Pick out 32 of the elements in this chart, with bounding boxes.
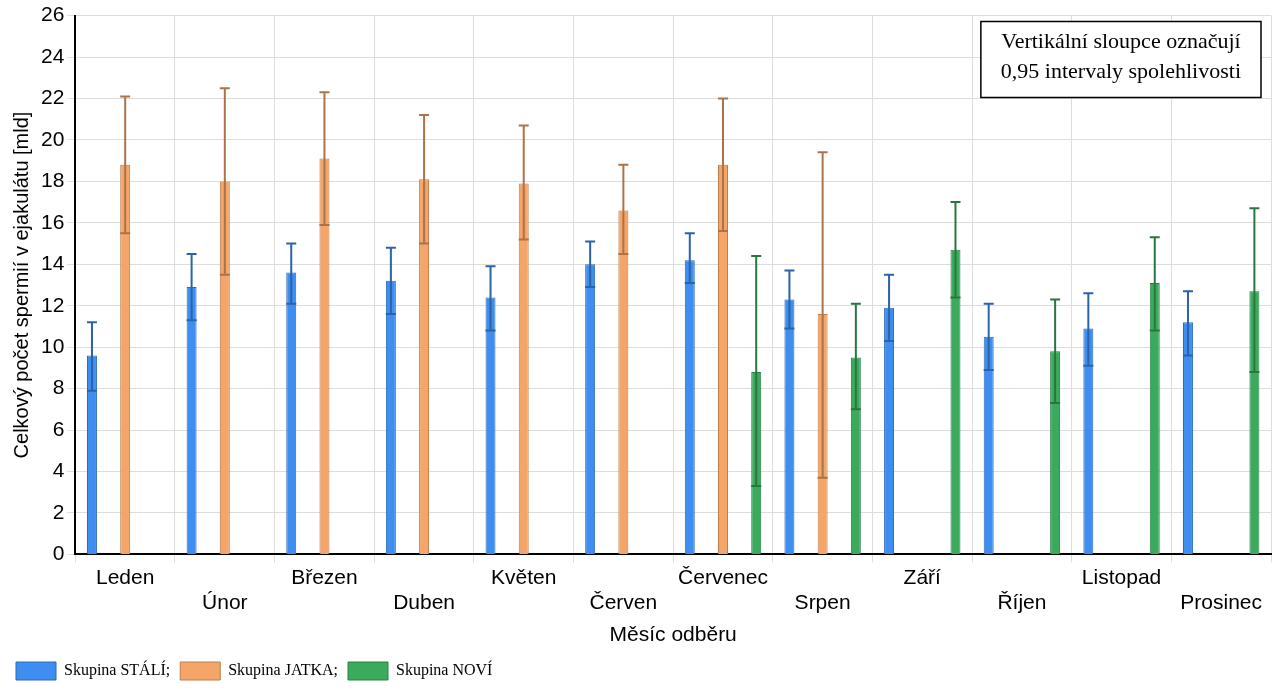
x-tick-label: Červenec [678,564,768,588]
x-tick-label: Prosinec [1180,590,1263,613]
x-tick-label: Září [903,564,942,588]
y-tick-label: 14 [41,251,65,275]
x-tick-label: Duben [393,590,456,613]
y-tick-label: 22 [41,85,65,109]
x-tick-label: Leden [95,564,155,588]
y-tick-label: 8 [52,375,65,399]
y-tick-label: 4 [52,458,65,482]
legend-label: Skupina JATKA; [228,661,338,680]
legend-label: Skupina STÁLÍ; [64,660,171,680]
y-tick-label: 6 [52,416,65,440]
x-tick-label: Říjen [997,590,1047,613]
x-tick-label: Únor [202,590,248,613]
x-axis-title: Měsíc odběru [609,622,737,646]
annotation: Vertikální sloupce označují 0,95 intervaly spolehlivosti [1000,28,1242,84]
y-tick-label: 18 [41,168,65,192]
y-axis-title: Celkový počet spermií v ejakulátu [mld] [9,111,32,459]
legend-label: Skupina NOVÍ [396,660,493,680]
y-tick-label: 12 [41,292,65,316]
x-tick-label: Srpen [794,590,851,613]
y-tick-label: 24 [41,43,65,67]
x-tick-label: Květen [491,564,557,588]
y-tick-label: 26 [41,2,65,26]
x-tick-label: Červen [589,590,658,613]
y-tick-label: 10 [41,333,65,357]
x-tick-label: Březen [291,564,358,588]
y-tick-label: 20 [41,126,65,150]
x-tick-label: Listopad [1081,564,1162,588]
y-tick-label: 2 [52,499,65,523]
y-tick-label: 16 [41,209,65,233]
y-tick-label: 0 [52,541,65,565]
